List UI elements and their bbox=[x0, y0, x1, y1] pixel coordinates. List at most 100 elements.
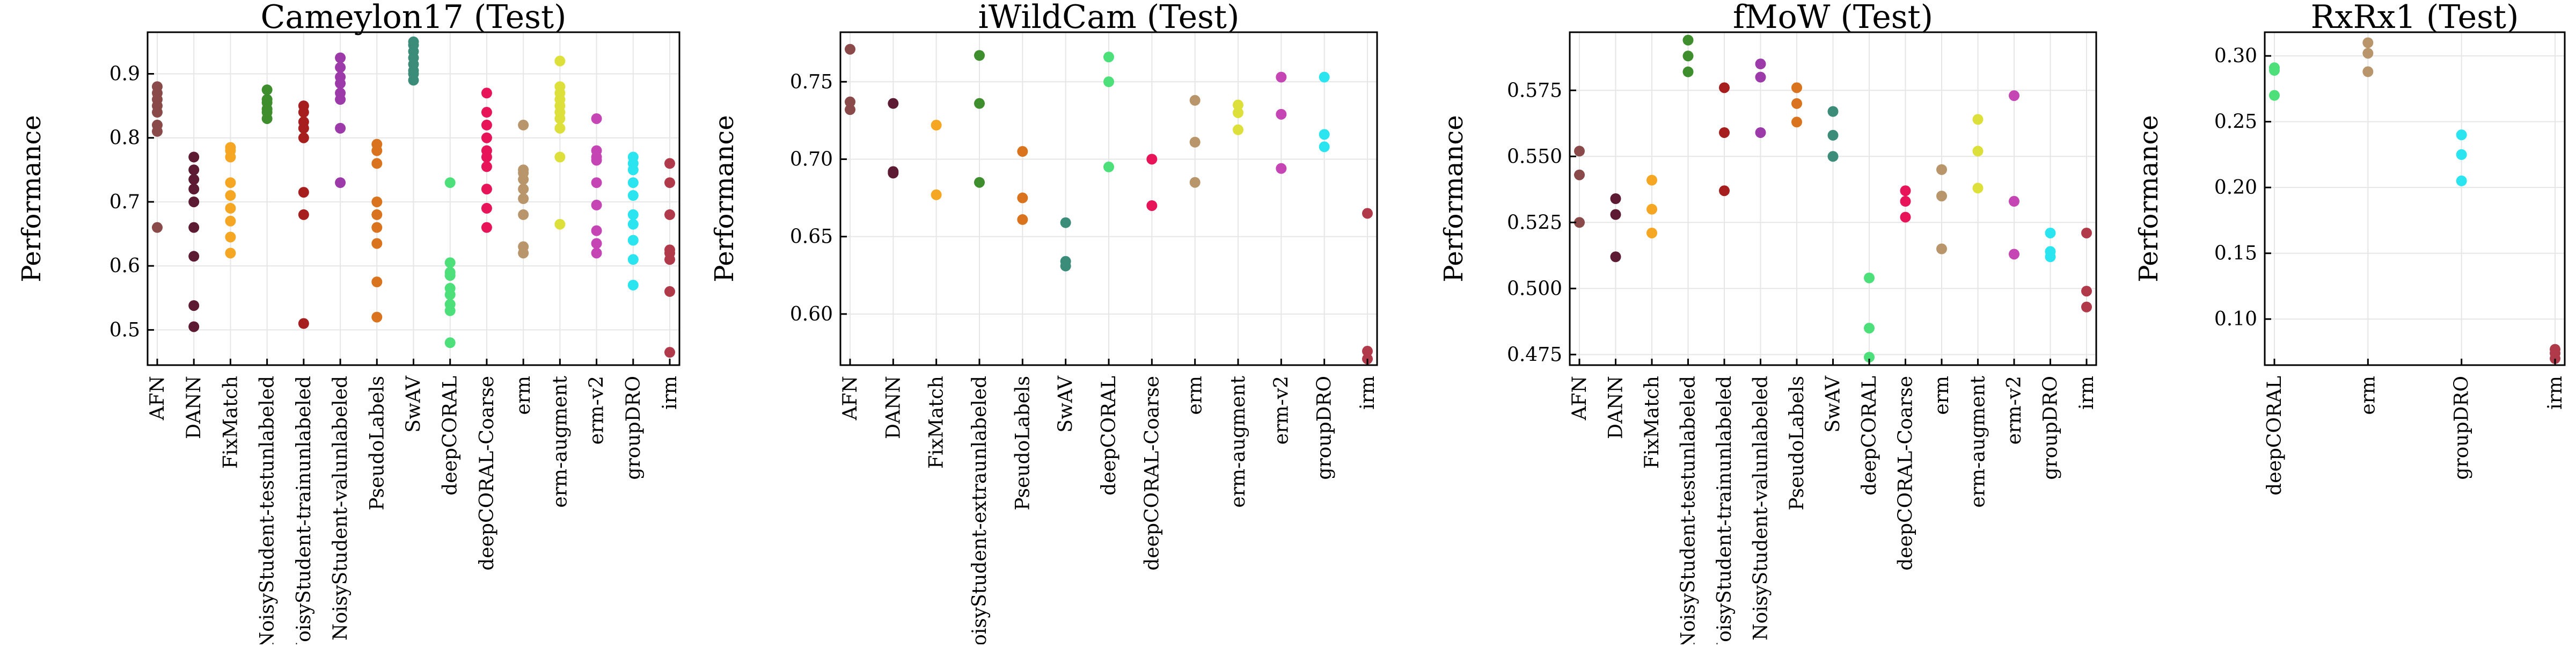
x-tick-label: PseudoLabels bbox=[1012, 376, 1034, 511]
data-point bbox=[444, 267, 456, 278]
data-point bbox=[2081, 227, 2092, 238]
data-point bbox=[335, 71, 346, 83]
data-point bbox=[591, 177, 602, 188]
data-point bbox=[2081, 301, 2092, 312]
data-point bbox=[518, 119, 529, 130]
data-point bbox=[2362, 48, 2374, 59]
data-point bbox=[335, 52, 346, 63]
x-tick-label: erm-v2 bbox=[586, 376, 608, 445]
data-point bbox=[1646, 227, 1657, 238]
x-tick-label: erm-augment bbox=[1227, 375, 1249, 507]
x-tick-label: deepCORAL-Coarse bbox=[476, 376, 498, 571]
data-point bbox=[518, 209, 529, 220]
data-point bbox=[1103, 161, 1114, 172]
data-point bbox=[974, 98, 985, 109]
data-point bbox=[888, 98, 899, 109]
data-point bbox=[1362, 208, 1373, 219]
data-point bbox=[152, 119, 163, 130]
data-point bbox=[627, 279, 639, 290]
y-tick-label: 0.550 bbox=[1507, 146, 1562, 168]
data-point bbox=[845, 96, 855, 107]
data-point bbox=[1574, 217, 1585, 228]
y-tick-label: 0.9 bbox=[109, 63, 140, 85]
data-point bbox=[1319, 71, 1330, 83]
x-tick-label: PseudoLabels bbox=[1786, 376, 1808, 511]
x-tick-label: deepCORAL-Coarse bbox=[1141, 376, 1163, 571]
x-tick-label: NoisyStudent-extraunlabeled bbox=[969, 376, 991, 644]
data-point bbox=[1682, 50, 1694, 62]
chart-panel-1: 0.5 0.6 0.7 0.8 0.9 AFN DANN FixMatch NoisyStude… bbox=[17, 0, 681, 647]
data-point bbox=[554, 219, 566, 230]
data-point bbox=[1864, 352, 1875, 363]
data-point bbox=[2009, 249, 2019, 260]
data-point bbox=[225, 190, 236, 201]
data-point bbox=[554, 151, 566, 163]
data-point bbox=[481, 222, 492, 233]
y-tick-label: 0.500 bbox=[1507, 278, 1562, 300]
data-point bbox=[188, 174, 200, 185]
data-point bbox=[335, 122, 346, 134]
chart-title: Cameylon17 (Test) bbox=[261, 0, 567, 36]
x-tick-label: AFN bbox=[1569, 376, 1591, 420]
data-point bbox=[335, 62, 346, 73]
data-point bbox=[664, 209, 675, 220]
data-point bbox=[1060, 256, 1071, 267]
y-tick-label: 0.65 bbox=[790, 226, 833, 248]
data-point bbox=[225, 231, 236, 243]
y-axis-label: Performance bbox=[709, 115, 740, 282]
data-point bbox=[1189, 177, 1201, 188]
data-point bbox=[627, 209, 639, 220]
data-point bbox=[664, 347, 675, 358]
data-point bbox=[1936, 243, 1947, 255]
data-point bbox=[1060, 217, 1071, 228]
data-point bbox=[261, 84, 273, 96]
data-point bbox=[371, 139, 383, 150]
x-tick-label: FixMatch bbox=[1641, 376, 1663, 469]
data-point bbox=[1610, 209, 1621, 220]
data-point bbox=[408, 36, 419, 47]
data-point bbox=[845, 104, 855, 115]
data-point bbox=[2009, 195, 2019, 207]
data-point bbox=[481, 88, 492, 99]
data-point bbox=[1682, 34, 1694, 46]
x-tick-label: NoisyStudent-testunlabeled bbox=[257, 376, 279, 644]
x-tick-label: erm bbox=[513, 376, 535, 415]
data-point bbox=[591, 225, 602, 236]
data-point bbox=[444, 177, 456, 188]
data-point bbox=[1936, 191, 1947, 202]
data-point bbox=[298, 116, 309, 127]
data-point bbox=[371, 311, 383, 323]
data-point bbox=[298, 209, 309, 220]
x-tick-label: irm bbox=[659, 376, 681, 410]
y-tick-label: 0.20 bbox=[2214, 177, 2257, 199]
data-point bbox=[591, 199, 602, 210]
data-point bbox=[1900, 195, 1911, 207]
x-tick-label: deepCORAL-Coarse bbox=[1895, 376, 1917, 571]
y-tick-label: 0.60 bbox=[790, 303, 833, 325]
x-tick-label: erm-augment bbox=[1967, 375, 1989, 507]
y-axis-label: Performance bbox=[1439, 115, 1469, 282]
data-point bbox=[298, 132, 309, 143]
data-point bbox=[1827, 106, 1839, 117]
data-point bbox=[888, 166, 899, 177]
y-tick-label: 0.6 bbox=[109, 255, 140, 277]
data-point bbox=[188, 222, 200, 233]
data-point bbox=[627, 219, 639, 230]
data-point bbox=[2362, 66, 2374, 77]
data-point bbox=[518, 193, 529, 204]
data-point bbox=[1719, 82, 1730, 93]
x-tick-label: groupDRO bbox=[1314, 376, 1336, 480]
data-point bbox=[2045, 227, 2056, 238]
x-tick-label: AFN bbox=[839, 376, 861, 420]
data-point bbox=[1972, 183, 1984, 194]
chart-panel-4: 0.10 0.15 0.20 0.25 0.30 deepCORAL erm groupDRO… bbox=[2134, 0, 2566, 496]
x-tick-label: FixMatch bbox=[926, 376, 948, 469]
x-tick-label: irm bbox=[2544, 376, 2566, 410]
data-point bbox=[225, 215, 236, 227]
x-tick-label: SwAV bbox=[1055, 375, 1077, 433]
y-tick-label: 0.5 bbox=[109, 319, 140, 341]
data-point bbox=[1827, 151, 1839, 162]
data-point bbox=[1791, 98, 1802, 109]
data-point bbox=[298, 100, 309, 112]
data-point bbox=[188, 300, 200, 311]
